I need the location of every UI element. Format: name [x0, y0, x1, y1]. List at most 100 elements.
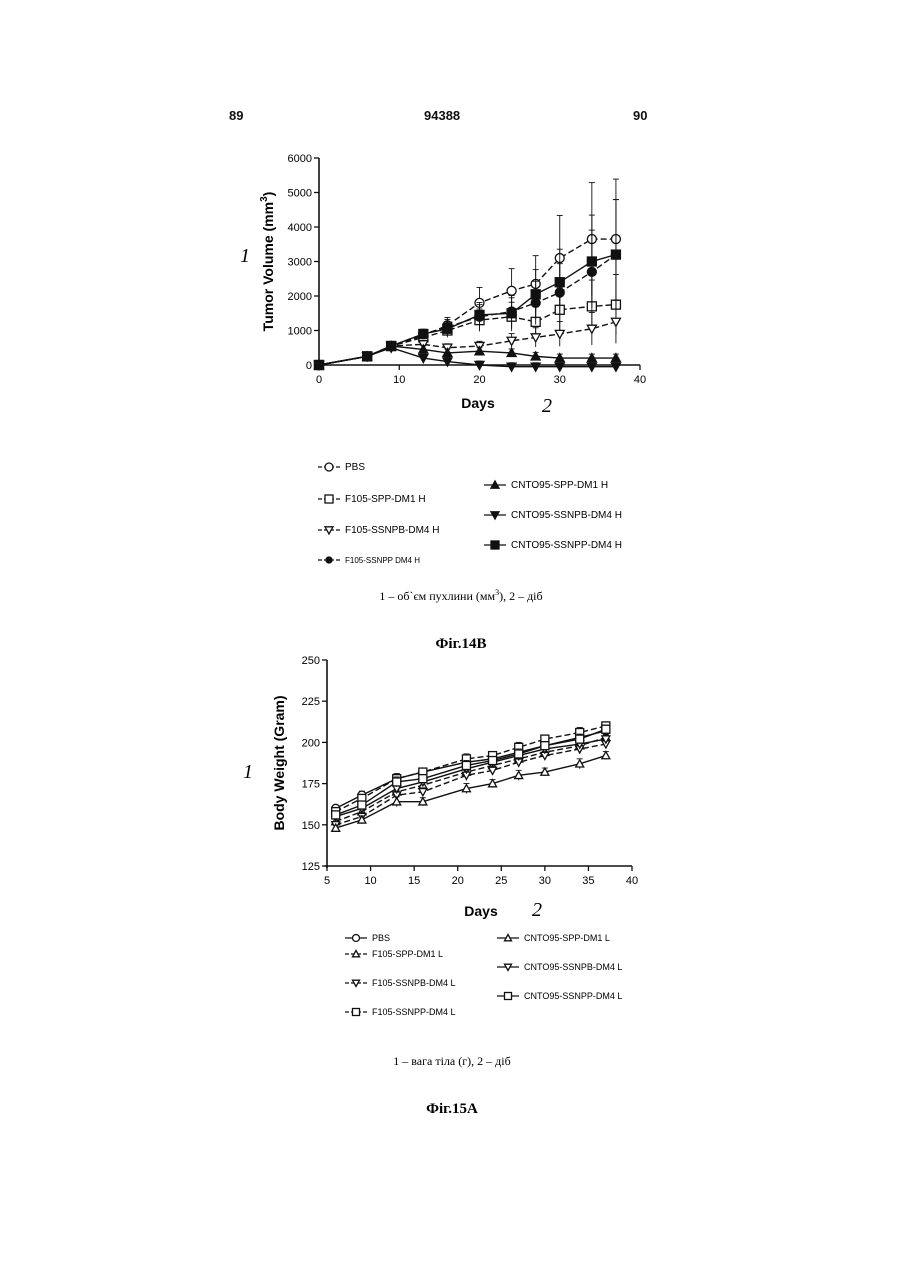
data-point	[531, 290, 540, 299]
y-tick-label: 3000	[288, 257, 312, 269]
legend-marker	[353, 980, 360, 986]
legend-item-cnto95-ssnpb: CNTO95-SSNPB-DM4 L	[497, 962, 622, 972]
y-tick-label: 225	[302, 696, 320, 708]
legend-label: F105-SSNPB-DM4 H	[345, 525, 439, 536]
x-tick-label: 35	[582, 875, 594, 887]
legend-marker	[505, 993, 512, 1000]
data-point	[555, 330, 564, 338]
legend-marker	[505, 964, 512, 970]
legend-label: F105-SPP-DM1 L	[372, 949, 443, 959]
legend-marker	[325, 495, 333, 503]
figures-canvas: 0100020003000400050006000010203040DaysTu…	[0, 0, 901, 1273]
legend-marker	[505, 935, 512, 941]
data-point	[393, 778, 401, 786]
data-point	[507, 309, 516, 318]
y-tick-label: 0	[306, 360, 312, 372]
legend-label: F105-SSNPP DM4 H	[345, 556, 420, 565]
data-point	[602, 752, 610, 759]
x-tick-label: 30	[539, 875, 551, 887]
series-1	[315, 275, 621, 370]
data-point	[462, 761, 470, 769]
data-point	[611, 250, 620, 259]
legend-label: F105-SPP-DM1 H	[345, 494, 426, 505]
data-point	[541, 742, 549, 750]
legend-marker	[353, 935, 360, 942]
data-point	[507, 286, 516, 295]
y-tick-label: 1000	[288, 326, 312, 338]
legend-item-cnto95-ssnpb: CNTO95-SSNPB-DM4 H	[484, 510, 622, 521]
caption-note-15a: 1 – вага тіла (г), 2 – діб	[393, 1054, 510, 1068]
y-tick-label: 5000	[288, 188, 312, 200]
y-tick-label: 2000	[288, 291, 312, 303]
x-tick-label: 15	[408, 875, 420, 887]
data-point	[363, 352, 372, 361]
data-point	[332, 811, 340, 819]
legend-15a: PBSF105-SPP-DM1 LF105-SSNPB-DM4 LF105-SS…	[345, 933, 622, 1017]
data-point	[555, 278, 564, 287]
data-point	[387, 342, 396, 351]
legend-item-f105-spp: F105-SPP-DM1 H	[318, 494, 426, 505]
data-point	[489, 757, 497, 765]
legend-item-f105-ssnpb: F105-SSNPB-DM4 H	[318, 525, 439, 536]
data-point	[419, 329, 428, 338]
legend-label: CNTO95-SPP-DM1 L	[524, 933, 610, 943]
fig15a-chart: 125150175200225250510152025303540DaysBod…	[271, 655, 638, 919]
x-tick-label: 0	[316, 374, 322, 386]
series-1	[332, 733, 610, 824]
y-axis-label: Body Weight (Gram)	[271, 695, 287, 830]
legend-label: PBS	[372, 933, 390, 943]
x-axis-label: Days	[461, 395, 495, 411]
y-tick-label: 125	[302, 861, 320, 873]
y-tick-label: 150	[302, 820, 320, 832]
data-point	[602, 725, 610, 733]
legend-item-cnto95-ssnpp: CNTO95-SSNPP-DM4 H	[484, 540, 622, 551]
legend-item-f105-ssnpp: F105-SSNPP DM4 H	[318, 556, 420, 565]
legend-label: PBS	[345, 462, 365, 473]
figure-caption-15a: Фіг.15А	[426, 1101, 478, 1117]
annotation-x-14b: 2	[542, 395, 552, 417]
data-point	[587, 257, 596, 266]
series-2	[315, 300, 621, 369]
series-2	[332, 740, 610, 829]
series-3	[315, 200, 621, 370]
legend-marker	[326, 557, 332, 563]
series-line	[319, 255, 616, 365]
data-point	[475, 310, 484, 319]
legend-item-f105-ssnpp: F105-SSNPP-DM4 L	[345, 1007, 456, 1017]
data-point	[576, 735, 584, 743]
legend-marker	[353, 951, 360, 957]
legend-14b: PBS F105-SPP-DM1 H F105-SSNPB-DM4 H F105-SS…	[318, 462, 622, 565]
data-point	[443, 324, 452, 333]
annotation-y-14b: 1	[240, 245, 250, 267]
series-line	[319, 239, 616, 365]
legend-item-pbs: PBS	[345, 933, 390, 943]
annotation-x-15a: 2	[532, 899, 542, 921]
legend-marker	[491, 541, 499, 549]
y-tick-label: 4000	[288, 222, 312, 234]
caption-note-14b: 1 – об`єм пухлини (мм3), 2 – діб	[379, 588, 542, 603]
data-point	[358, 816, 366, 823]
x-tick-label: 10	[393, 374, 405, 386]
legend-label: CNTO95-SSNPP-DM4 H	[511, 540, 622, 551]
series-line	[319, 255, 616, 365]
legend-label: CNTO95-SSNPB-DM4 L	[524, 962, 622, 972]
legend-item-f105-spp: F105-SPP-DM1 L	[345, 949, 443, 959]
legend-label: CNTO95-SPP-DM1 H	[511, 480, 608, 491]
y-tick-label: 250	[302, 655, 320, 667]
series-line	[336, 737, 606, 821]
x-tick-label: 30	[554, 374, 566, 386]
x-tick-label: 20	[452, 875, 464, 887]
x-tick-label: 40	[626, 875, 638, 887]
legend-marker	[353, 1009, 360, 1016]
x-tick-label: 40	[634, 374, 646, 386]
x-tick-label: 20	[473, 374, 485, 386]
legend-item-cnto95-spp: CNTO95-SPP-DM1 H	[484, 480, 608, 491]
legend-label: CNTO95-SSNPP-DM4 L	[524, 991, 622, 1001]
x-tick-label: 10	[364, 875, 376, 887]
data-point	[419, 775, 427, 783]
series-line	[336, 739, 606, 816]
y-axis-label: Tumor Volume (mm3)	[259, 192, 276, 332]
fig14b-chart: 0100020003000400050006000010203040DaysTu…	[259, 153, 646, 411]
legend-label: F105-SSNPP-DM4 L	[372, 1007, 456, 1017]
x-tick-label: 5	[324, 875, 330, 887]
